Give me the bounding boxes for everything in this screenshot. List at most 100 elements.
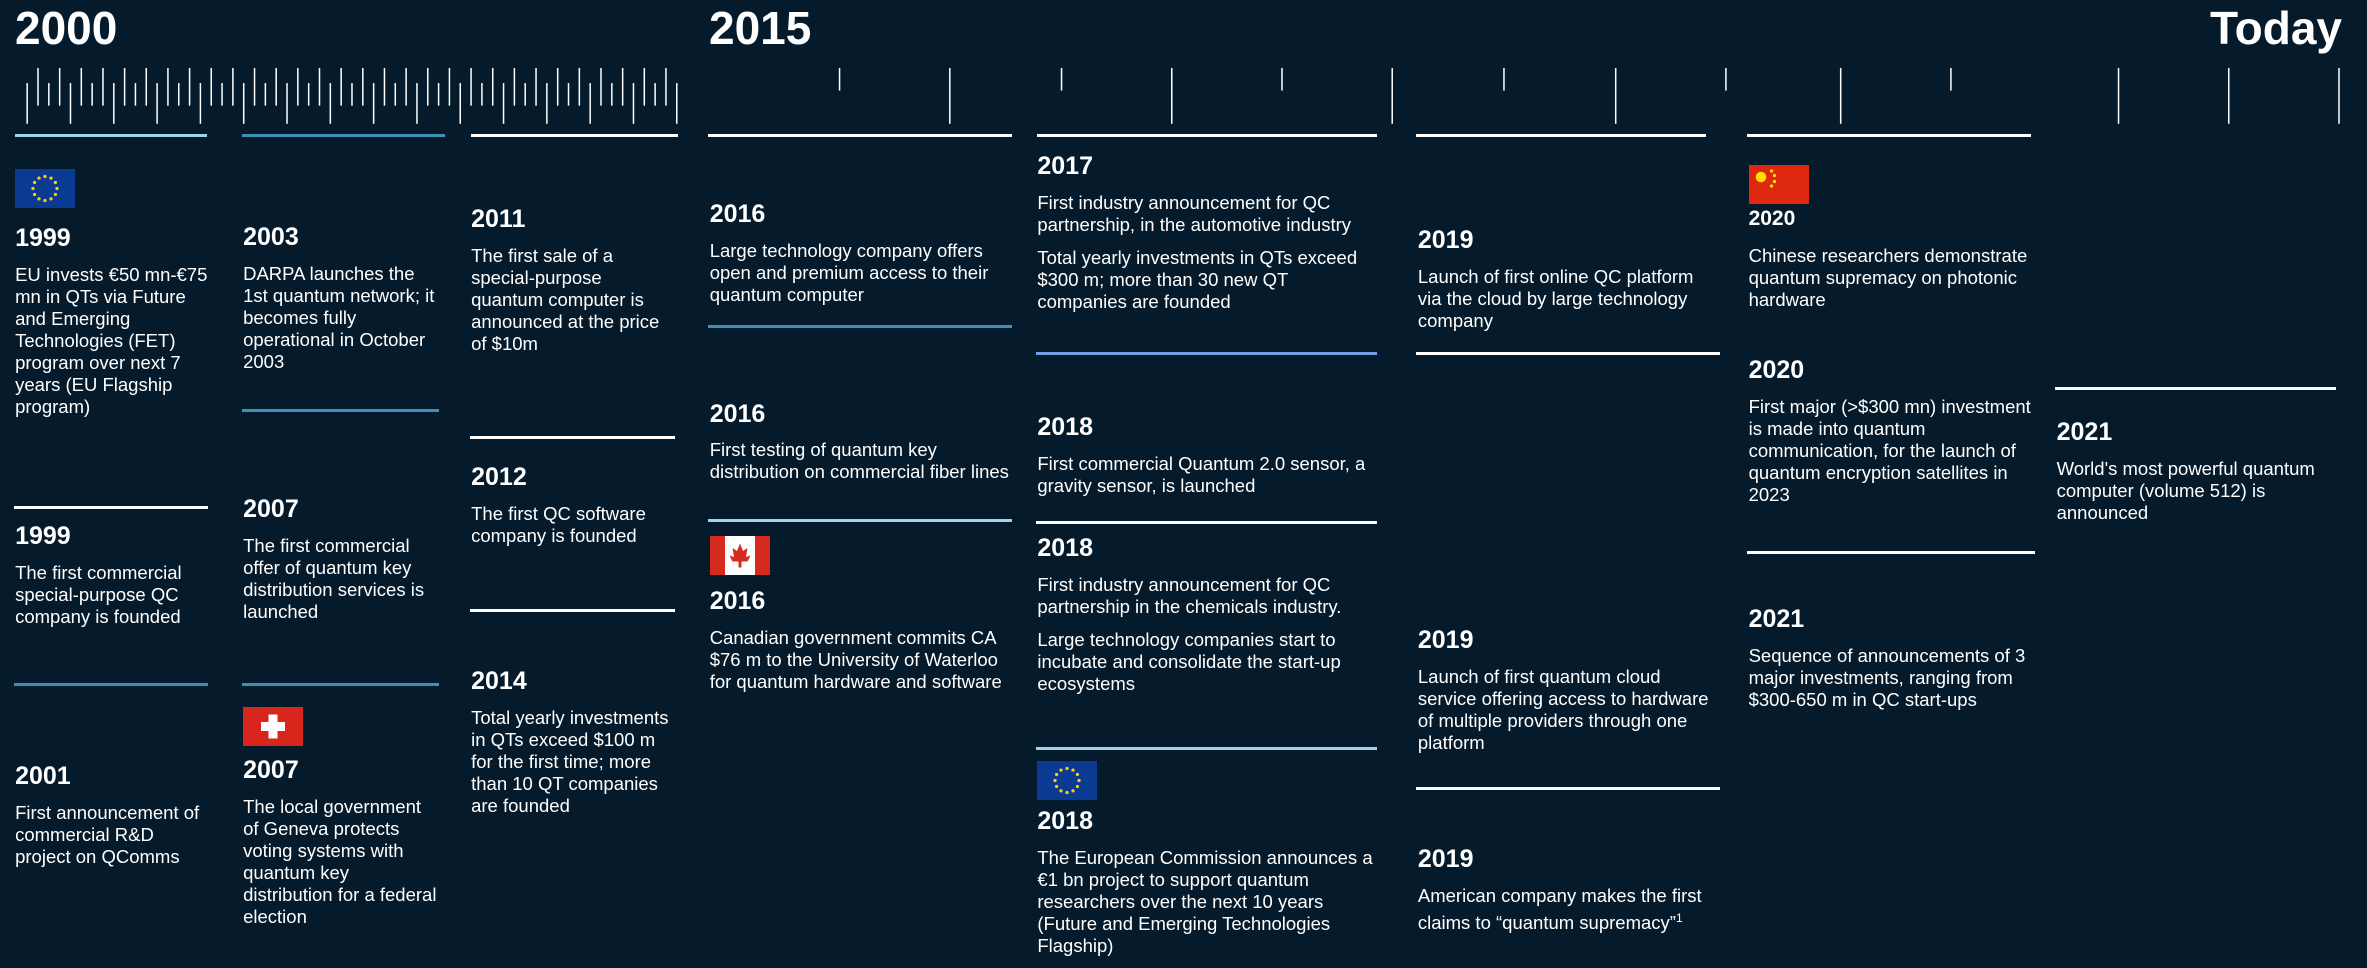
- paragraph-text: First commercial Quantum 2.0 sensor, a g…: [1037, 453, 1366, 496]
- event-text: First industry announcement for QC partn…: [1037, 192, 1377, 324]
- event-paragraph: Large technology company offers open and…: [710, 240, 1012, 306]
- paragraph-text: Canadian government commits CA $76 m to …: [709, 626, 1002, 692]
- paragraph-text: First industry announcement for QC partn…: [1037, 191, 1352, 235]
- paragraph-text: First announcement of commercial R&D pro…: [15, 801, 200, 867]
- separator: [1416, 786, 1720, 790]
- event-paragraph: The first QC software company is founded: [471, 503, 675, 547]
- event-paragraph: First commercial Quantum 2.0 sensor, a g…: [1037, 453, 1377, 497]
- paragraph-text: World's most powerful quantum computer (…: [2056, 457, 2315, 523]
- event-year: 2016: [709, 200, 766, 229]
- paragraph-text: The first sale of a special-purpose quan…: [471, 244, 660, 354]
- event-year: 2012: [471, 463, 527, 492]
- event-year: 2020: [1748, 355, 1805, 384]
- paragraph-text: American company makes the first claims …: [1417, 884, 1702, 934]
- event-paragraph: Launch of first online QC platform via t…: [1418, 266, 1720, 332]
- paragraph-text: The European Commission announces a €1 b…: [1037, 847, 1373, 957]
- separator: [1035, 351, 1378, 355]
- separator: [469, 608, 675, 612]
- event-paragraph: Total yearly investments in QTs exceed $…: [1037, 247, 1377, 313]
- event-year: 2018: [1037, 413, 1093, 442]
- event-paragraph: EU invests €50 mn-€75 mn in QTs via Futu…: [15, 264, 208, 418]
- event-year: 2001: [15, 762, 71, 791]
- event-text: World's most powerful quantum computer (…: [2057, 458, 2336, 535]
- separator: [241, 134, 446, 138]
- paragraph-text: EU invests €50 mn-€75 mn in QTs via Futu…: [15, 264, 208, 418]
- separator: [471, 134, 678, 138]
- separator: [1035, 747, 1378, 751]
- event-text: The first commercial offer of quantum ke…: [243, 535, 439, 634]
- event-paragraph: The first commercial offer of quantum ke…: [243, 535, 439, 623]
- event-year: 2007: [243, 756, 299, 784]
- event-text: Total yearly investments in QTs exceed $…: [471, 707, 675, 828]
- separator: [13, 682, 209, 686]
- event-text: First testing of quantum key distributio…: [710, 439, 1012, 494]
- event-year: 2018: [1037, 534, 1093, 563]
- event-year: 2014: [471, 666, 527, 695]
- event-text: First commercial Quantum 2.0 sensor, a g…: [1037, 453, 1377, 508]
- paragraph-text: First testing of quantum key distributio…: [709, 439, 1009, 483]
- paragraph-text: DARPA launches the 1st quantum network; …: [243, 262, 435, 372]
- event-year: 2003: [243, 222, 299, 251]
- separator: [241, 682, 440, 686]
- event-paragraph: The European Commission announces a €1 b…: [1037, 847, 1377, 957]
- footnote-mark: 1: [1675, 910, 1683, 925]
- flag: [241, 705, 305, 748]
- event-year: 2016: [709, 399, 766, 428]
- event-paragraph: The local government of Geneva protects …: [243, 796, 439, 928]
- flag: [15, 169, 76, 209]
- event-text: EU invests €50 mn-€75 mn in QTs via Futu…: [15, 264, 208, 429]
- separator: [2055, 386, 2336, 390]
- flag-icon: [1748, 164, 1809, 204]
- separator: [1037, 134, 1378, 138]
- flag-icon: [241, 705, 305, 748]
- event-text: Launch of first quantum cloud service of…: [1418, 666, 1720, 765]
- separator: [1747, 551, 2036, 555]
- event-paragraph: Total yearly investments in QTs exceed $…: [471, 707, 675, 817]
- event-text: First major (>$300 mn) investment is mad…: [1749, 396, 2036, 517]
- event-text: Large technology company offers open and…: [710, 240, 1012, 317]
- event-year: 2020: [1748, 206, 1796, 230]
- header-middle: 2015: [709, 2, 812, 54]
- event-text: DARPA launches the 1st quantum network; …: [243, 263, 439, 384]
- event-year: 2018: [1037, 807, 1093, 836]
- event-year: 2016: [709, 586, 766, 615]
- event-paragraph: Chinese researchers demonstrate quantum …: [1749, 245, 2036, 311]
- event-paragraph: American company makes the first claims …: [1418, 885, 1720, 934]
- paragraph-text: Launch of first online QC platform via t…: [1417, 265, 1694, 331]
- paragraph-text: The first QC software company is founded: [471, 502, 646, 546]
- event-year: 2017: [1037, 152, 1093, 180]
- event-paragraph: Launch of first quantum cloud service of…: [1418, 666, 1720, 754]
- separator: [241, 409, 440, 413]
- paragraph-text: The first commercial special-purpose QC …: [15, 561, 182, 627]
- event-text: Launch of first online QC platform via t…: [1418, 266, 1720, 343]
- separator: [13, 505, 209, 509]
- event-paragraph: First testing of quantum key distributio…: [710, 439, 1012, 483]
- event-paragraph: Sequence of announcements of 3 major inv…: [1749, 645, 2036, 711]
- event-paragraph: The first commercial special-purpose QC …: [15, 562, 208, 628]
- event-text: Chinese researchers demonstrate quantum …: [1749, 245, 2036, 322]
- separator: [469, 436, 675, 440]
- event-year: 1999: [15, 521, 71, 550]
- event-paragraph: First industry announcement for QC partn…: [1037, 574, 1377, 618]
- separator: [1747, 134, 2031, 138]
- separator: [708, 324, 1012, 328]
- ticks: [26, 67, 2340, 124]
- event-year: 2007: [243, 494, 299, 523]
- event-text: The European Commission announces a €1 b…: [1037, 847, 1377, 968]
- event-year: 2019: [1417, 845, 1474, 874]
- event-year: 2011: [471, 204, 526, 233]
- paragraph-text: The first commercial offer of quantum ke…: [243, 534, 425, 622]
- event-paragraph: First major (>$300 mn) investment is mad…: [1749, 396, 2036, 506]
- event-year: 2019: [1417, 626, 1474, 655]
- header-start: 2000: [15, 2, 118, 54]
- event-text: The first sale of a special-purpose quan…: [471, 245, 675, 366]
- event-paragraph: First industry announcement for QC partn…: [1037, 192, 1377, 236]
- timeline-page: 2000 2015 Today 1999 EU invests €50 mn-€7…: [13, 2, 2342, 957]
- separator: [708, 519, 1012, 523]
- separator: [1416, 351, 1720, 355]
- event-text: First industry announcement for QC partn…: [1037, 574, 1377, 706]
- paragraph-text: Total yearly investments in QTs exceed $…: [1037, 246, 1358, 312]
- separator: [708, 134, 1012, 138]
- event-paragraph: DARPA launches the 1st quantum network; …: [243, 263, 439, 373]
- event-paragraph: Large technology companies start to incu…: [1037, 629, 1377, 695]
